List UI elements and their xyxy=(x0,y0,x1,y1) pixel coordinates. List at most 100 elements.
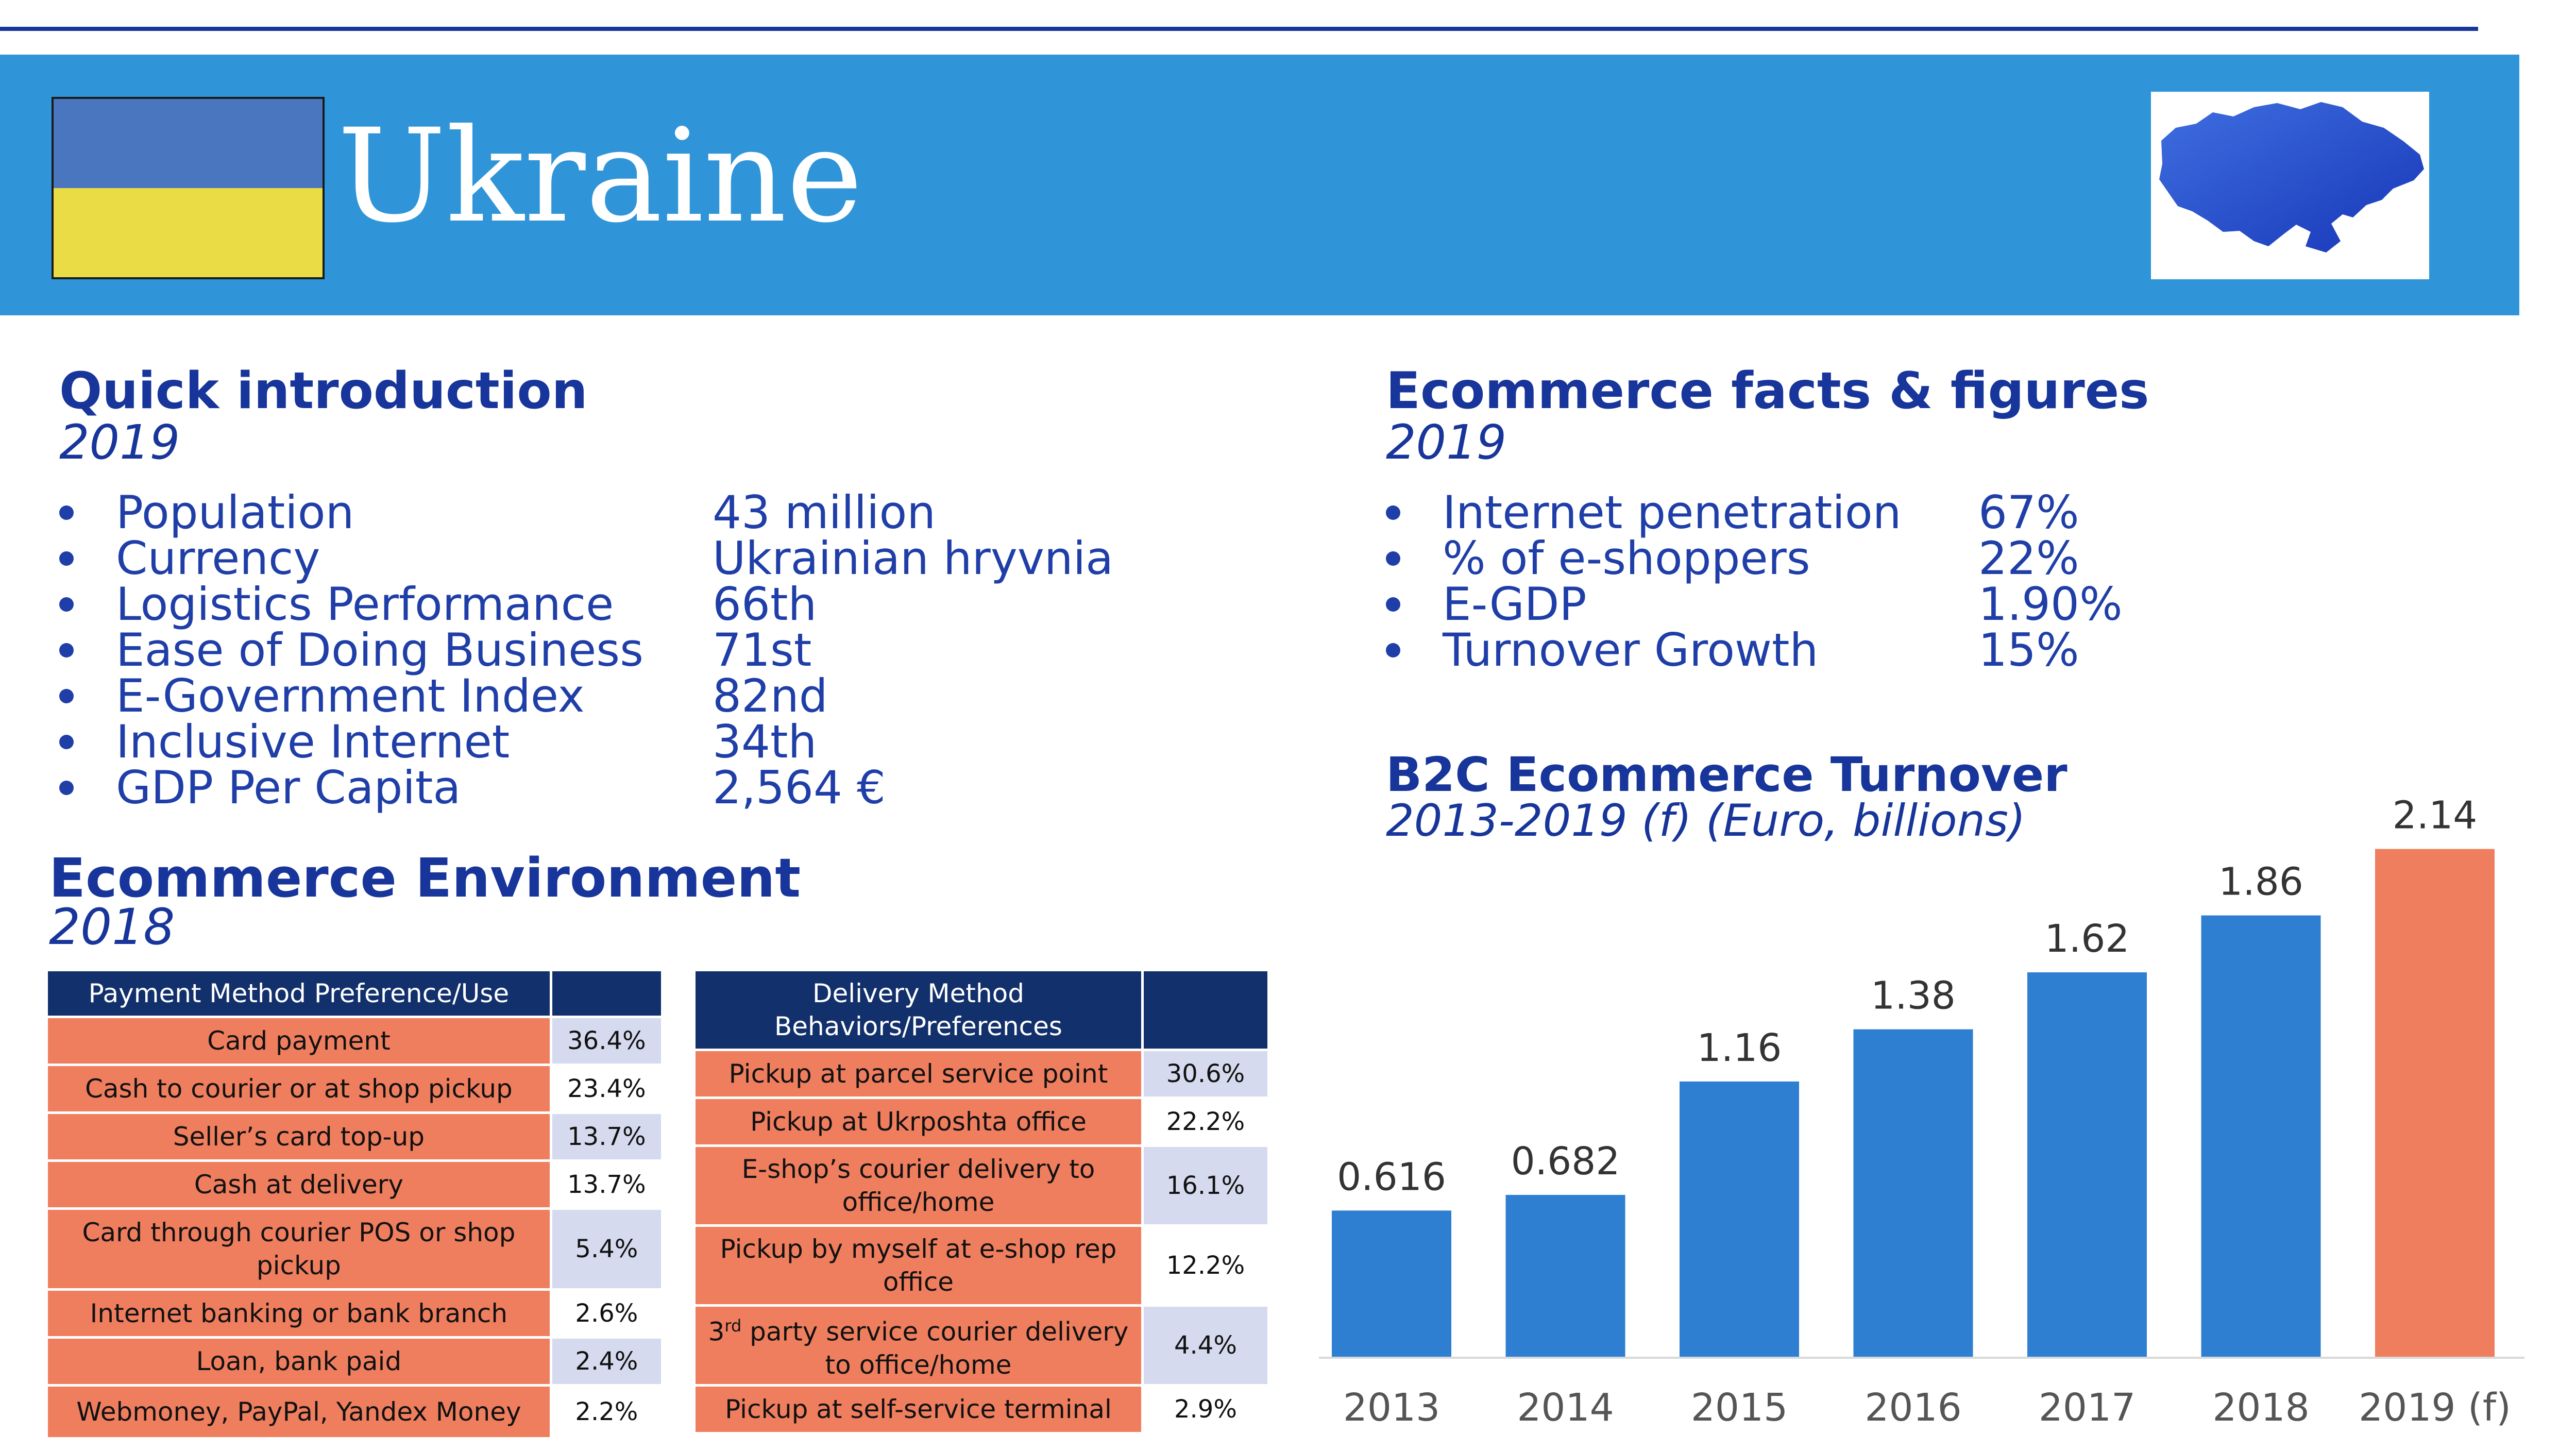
delivery-method-label: E-shop’s courier delivery to office/home xyxy=(693,1144,1144,1227)
bar-2017 xyxy=(2027,972,2147,1357)
item-value: 82nd xyxy=(713,669,828,722)
item-label: E-Government Index xyxy=(116,669,585,722)
table-row: Pickup at self-service terminal 2.9% xyxy=(693,1384,1270,1435)
bullet-icon xyxy=(59,643,74,657)
bar-value-label: 1.86 xyxy=(2218,860,2303,904)
bullet-icon xyxy=(1386,643,1400,657)
delivery-header-line1: Delivery Method xyxy=(812,978,1024,1008)
bar-value-label: 0.616 xyxy=(1337,1155,1446,1199)
x-tick-label: 2013 xyxy=(1343,1386,1440,1430)
payment-method-label: Cash to courier or at shop pickup xyxy=(45,1064,552,1114)
x-tick-label: 2014 xyxy=(1517,1386,1614,1430)
bullet-icon xyxy=(59,780,74,795)
item-value: 1.90% xyxy=(1978,578,2123,631)
environment-year: 2018 xyxy=(49,898,175,956)
delivery-method-label: Pickup at parcel service point xyxy=(693,1049,1144,1099)
row-value: 2.2% xyxy=(549,1384,664,1440)
bullet-icon xyxy=(59,505,74,520)
item-value: 2,564 € xyxy=(713,761,886,814)
bar-value-label: 0.682 xyxy=(1511,1139,1620,1184)
delivery-header-line2: Behaviors/Preferences xyxy=(774,1011,1062,1041)
row-value: 12.2% xyxy=(1141,1224,1270,1307)
table-row: 3rd party service courier delivery to of… xyxy=(693,1304,1270,1387)
x-tick-label: 2019 (f) xyxy=(2359,1386,2511,1430)
table-row: Cash to courier or at shop pickup 23.4% xyxy=(45,1064,664,1114)
table-row: Cash at delivery 13.7% xyxy=(45,1159,664,1210)
bar-value-label: 1.62 xyxy=(2045,917,2130,961)
item-value: 71st xyxy=(713,623,812,677)
ecom-facts-title: Ecommerce facts & figures xyxy=(1386,362,2149,420)
bullet-icon xyxy=(1386,597,1400,612)
list-item-turnover-growth: Turnover Growth 15% xyxy=(1386,627,2519,673)
item-label: % of e-shoppers xyxy=(1443,532,1810,585)
bullet-icon xyxy=(59,688,74,703)
list-item-of-e-shoppers: % of e-shoppers 22% xyxy=(1386,535,2519,581)
x-tick-label: 2018 xyxy=(2212,1386,2309,1430)
x-tick-label: 2016 xyxy=(1865,1386,1961,1430)
label-part: party service courier delivery to office… xyxy=(741,1317,1129,1380)
delivery-method-label: Pickup at Ukrposhta office xyxy=(693,1096,1144,1147)
bar-2016 xyxy=(1853,1029,1973,1357)
item-value: 22% xyxy=(1978,532,2079,585)
row-value: 4.4% xyxy=(1141,1304,1270,1387)
item-label: Ease of Doing Business xyxy=(116,623,643,677)
payment-method-table: Payment Method Preference/Use Card payme… xyxy=(45,969,664,1440)
payment-method-label: Card payment xyxy=(45,1016,552,1066)
item-value: 67% xyxy=(1978,486,2079,539)
table-row: Pickup at parcel service point 30.6% xyxy=(693,1049,1270,1099)
item-label: Currency xyxy=(116,532,320,585)
item-label: Internet penetration xyxy=(1443,486,1902,539)
payment-method-label: Seller’s card top-up xyxy=(45,1111,552,1162)
ukraine-map-icon xyxy=(2151,92,2429,279)
bar-2019-f xyxy=(2375,849,2495,1357)
row-value: 23.4% xyxy=(549,1064,664,1114)
item-label: E-GDP xyxy=(1443,578,1587,631)
header-banner xyxy=(0,55,2519,315)
ukraine-map-shape xyxy=(2159,102,2424,252)
payment-method-label: Webmoney, PayPal, Yandex Money xyxy=(45,1384,552,1440)
flag-bottom-stripe xyxy=(54,188,323,277)
turnover-bar-chart: 0.616 2013 0.682 2014 1.16 2015 1.38 2016 1.62 20… xyxy=(1319,794,2576,1449)
table-row: Card payment 36.4% xyxy=(45,1016,664,1066)
quick-intro-list: Population 43 million Currency Ukrainian hr… xyxy=(59,490,1244,811)
flag-top-stripe xyxy=(54,99,323,188)
delivery-method-label: Pickup at self-service terminal xyxy=(693,1384,1144,1435)
bar-2015 xyxy=(1680,1081,1799,1357)
list-item-currency: Currency Ukrainian hryvnia xyxy=(59,535,1244,581)
bar-2018 xyxy=(2201,915,2321,1357)
payment-header: Payment Method Preference/Use xyxy=(45,969,552,1018)
bar-value-label: 1.38 xyxy=(1871,974,1956,1018)
bullet-icon xyxy=(59,551,74,566)
item-label: Logistics Performance xyxy=(116,578,614,631)
payment-method-label: Loan, bank paid xyxy=(45,1336,552,1387)
item-value: Ukrainian hryvnia xyxy=(713,532,1114,585)
delivery-value-header xyxy=(1141,969,1270,1051)
row-value: 2.4% xyxy=(549,1336,664,1387)
delivery-method-label: Pickup by myself at e-shop rep office xyxy=(693,1224,1144,1307)
bar-2014 xyxy=(1505,1194,1625,1357)
ukraine-flag-icon xyxy=(52,97,325,279)
bar-value-label: 1.16 xyxy=(1697,1026,1782,1070)
item-label: GDP Per Capita xyxy=(116,761,461,814)
bullet-icon xyxy=(59,597,74,612)
delivery-method-label: 3rd party service courier delivery to of… xyxy=(693,1304,1144,1387)
bar-2013 xyxy=(1332,1210,1451,1357)
environment-title: Ecommerce Environment xyxy=(49,847,801,909)
item-value: 34th xyxy=(713,715,817,768)
chart-subtitle: 2013-2019 (f) (Euro, billions) xyxy=(1386,795,2026,847)
table-row: Loan, bank paid 2.4% xyxy=(45,1336,664,1387)
item-value: 66th xyxy=(713,578,817,631)
table-row: Internet banking or bank branch 2.6% xyxy=(45,1288,664,1339)
table-row: Pickup at Ukrposhta office 22.2% xyxy=(693,1096,1270,1147)
row-value: 2.9% xyxy=(1141,1384,1270,1435)
delivery-header: Delivery Method Behaviors/Preferences xyxy=(693,969,1144,1051)
item-label: Population xyxy=(116,486,354,539)
bar-value-label: 2.14 xyxy=(2393,794,2478,838)
row-value: 2.6% xyxy=(549,1288,664,1339)
list-item-logistics-performance: Logistics Performance 66th xyxy=(59,581,1244,627)
table-row: Card through courier POS or shop pickup 5… xyxy=(45,1207,664,1291)
top-divider-line xyxy=(0,27,2478,31)
list-item-e-gdp: E-GDP 1.90% xyxy=(1386,581,2519,627)
row-value: 13.7% xyxy=(549,1111,664,1162)
item-value: 43 million xyxy=(713,486,936,539)
